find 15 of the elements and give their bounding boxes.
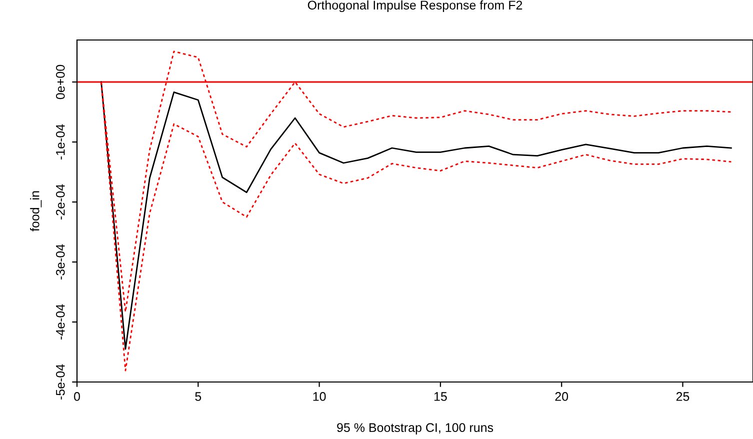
y-tick-label: -2e-04 (56, 184, 65, 220)
x-axis-title: 95 % Bootstrap CI, 100 runs (337, 423, 494, 434)
y-tick-label: -4e-04 (56, 304, 65, 340)
x-tick-label: 20 (555, 392, 568, 401)
x-tick-label: 5 (195, 392, 202, 401)
y-axis-title: food_in (30, 191, 42, 232)
y-tick-label: 0e+00 (56, 64, 65, 100)
chart-title: Orthogonal Impulse Response from F2 (308, 0, 522, 12)
y-tick-label: -5e-04 (56, 364, 65, 400)
x-tick-label: 0 (74, 392, 80, 401)
x-tick-label: 15 (434, 392, 447, 401)
x-tick-label: 25 (676, 392, 690, 401)
y-tick-label: -3e-04 (56, 244, 65, 280)
x-tick-label: 10 (313, 392, 326, 401)
y-tick-label: -1e-04 (56, 124, 65, 160)
